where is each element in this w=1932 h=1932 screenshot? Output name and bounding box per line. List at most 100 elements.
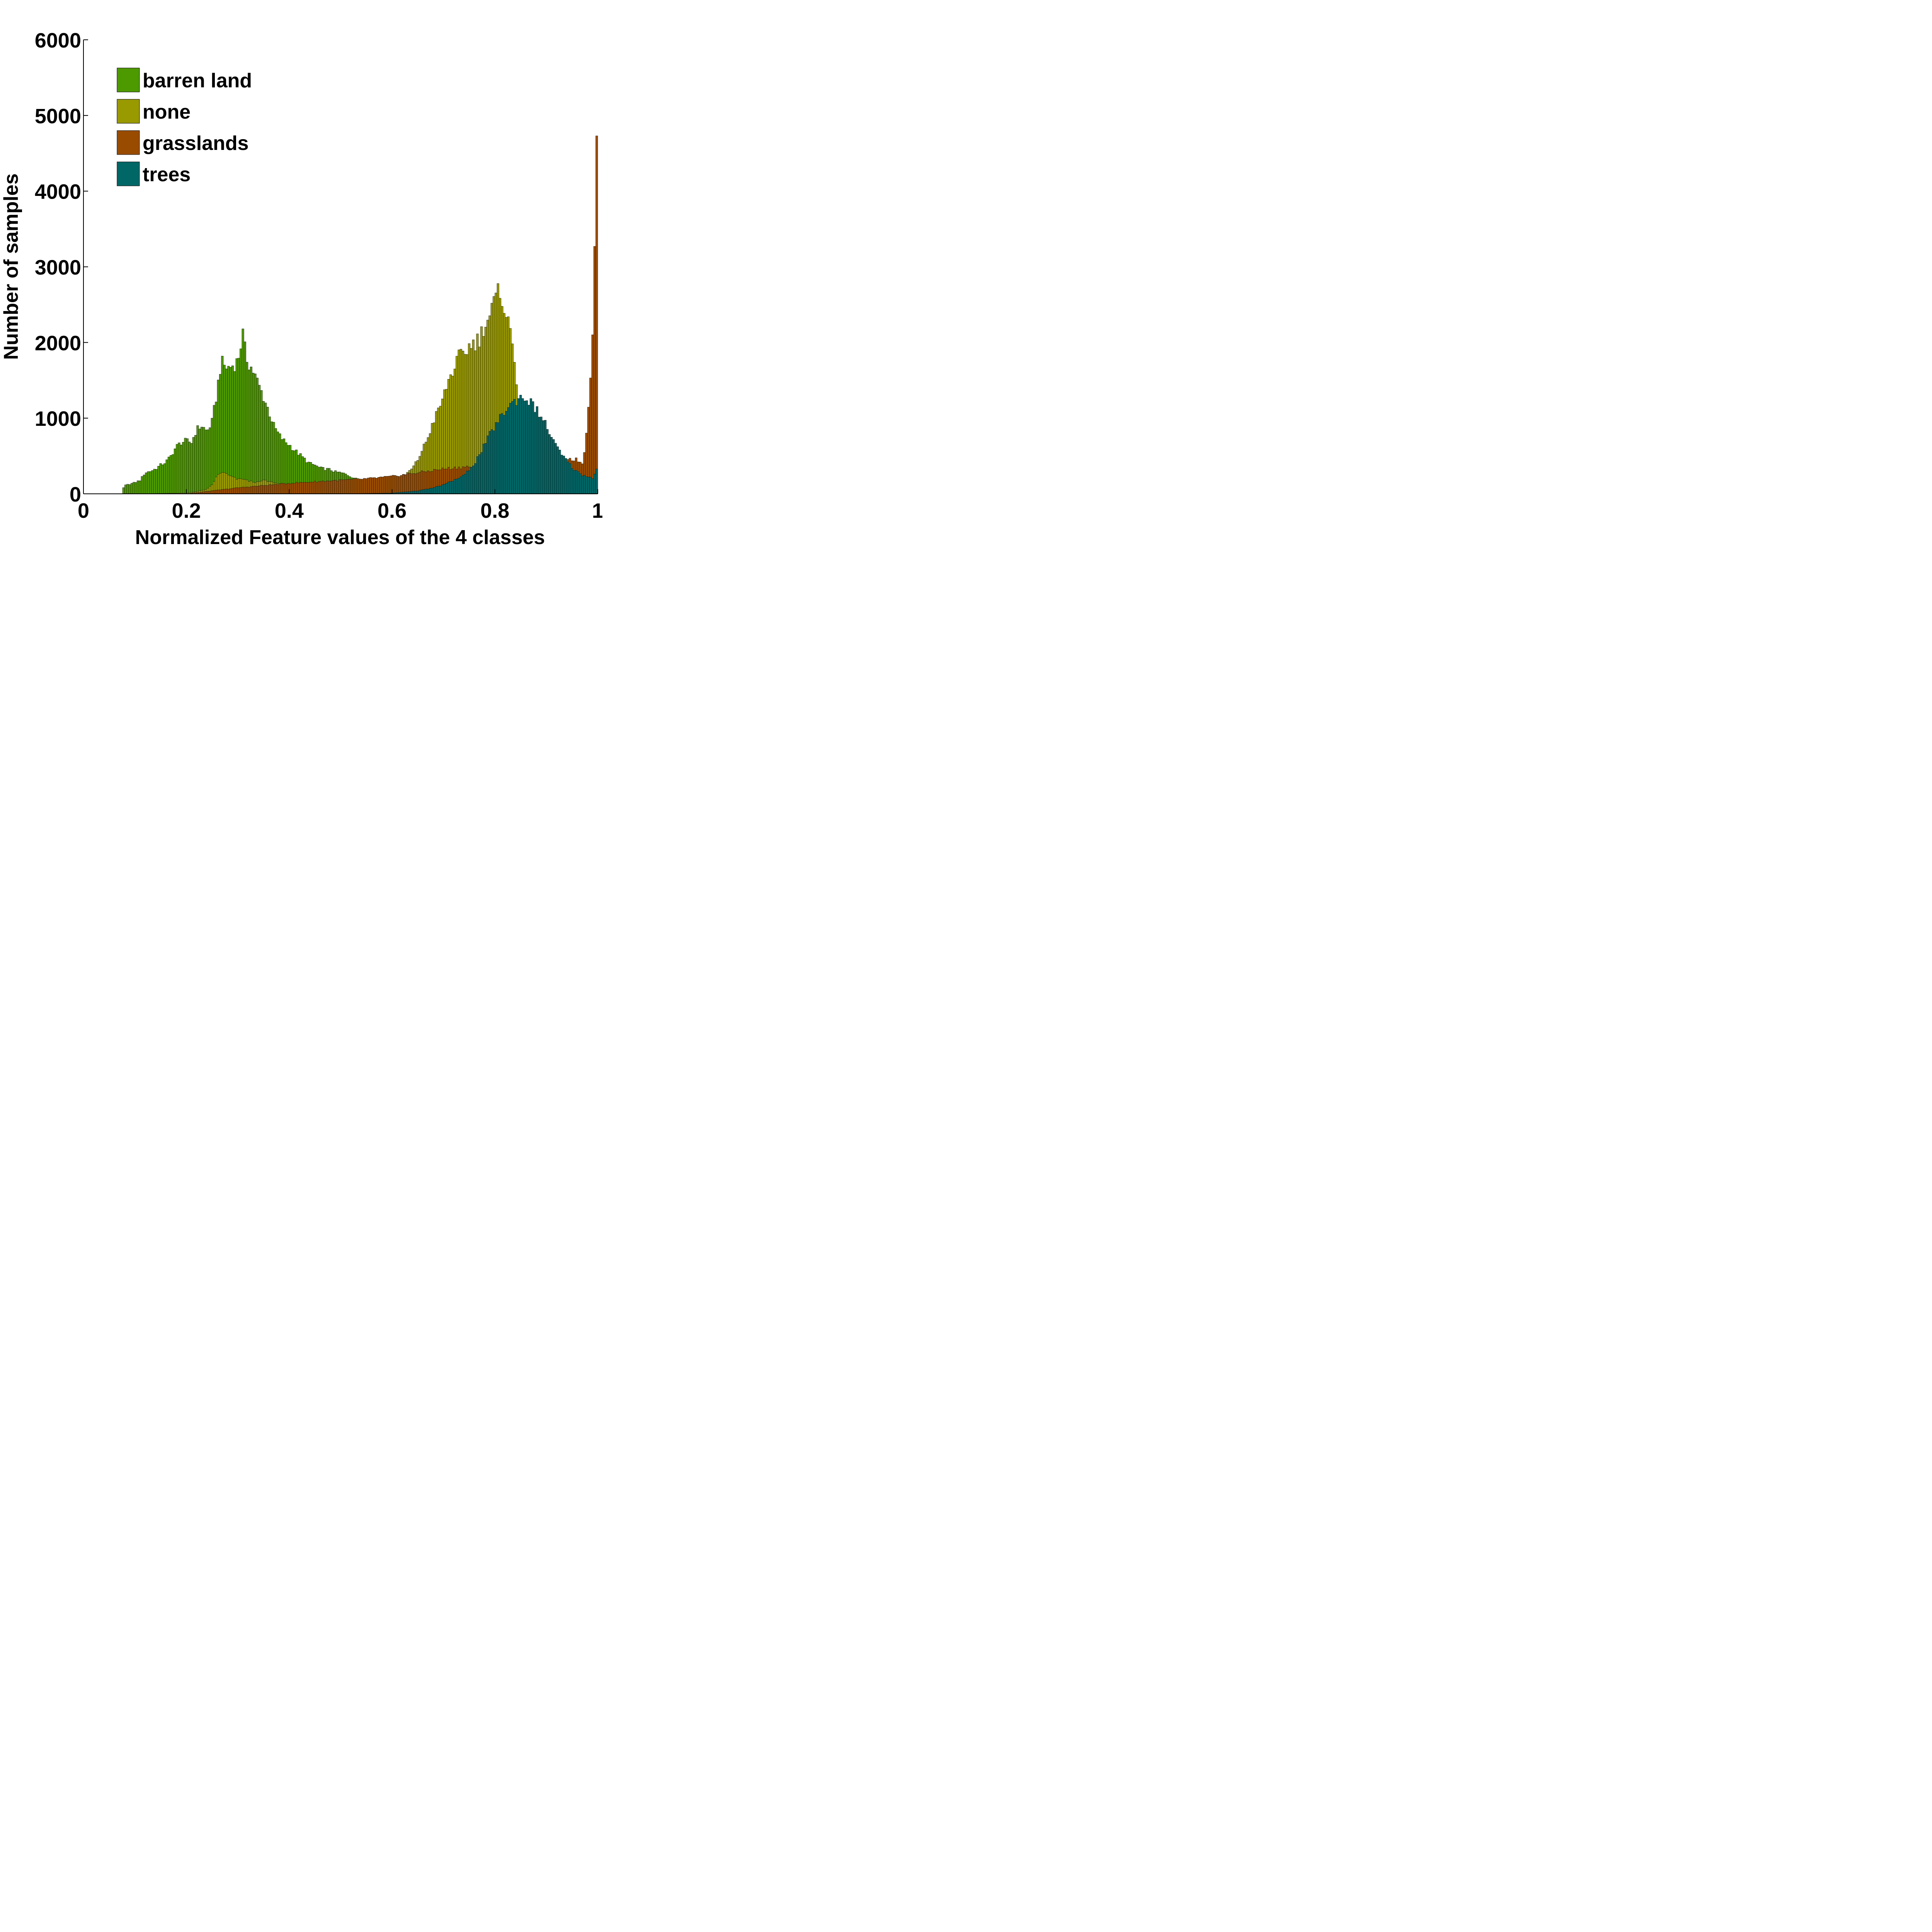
histogram-bar	[480, 452, 483, 494]
histogram-bar	[579, 473, 582, 494]
legend-item: trees	[117, 162, 190, 186]
histogram-bar	[412, 491, 415, 494]
histogram-bar	[270, 485, 273, 494]
histogram-bar	[301, 482, 304, 494]
histogram-bar	[558, 450, 561, 494]
histogram-bar	[207, 429, 209, 494]
histogram-bar	[548, 434, 551, 494]
histogram-bar	[246, 362, 248, 494]
histogram-bar	[451, 481, 454, 494]
histogram-bar	[227, 366, 230, 494]
histogram-bar	[258, 485, 261, 494]
histogram-bar	[349, 479, 351, 494]
histogram-bar	[326, 481, 328, 494]
histogram-bar	[176, 444, 179, 494]
histogram-bar	[330, 481, 333, 494]
histogram-bar	[260, 485, 263, 494]
histogram-bar	[215, 490, 218, 494]
histogram-bar	[527, 405, 530, 494]
legend-swatch	[117, 130, 140, 155]
histogram-bar	[507, 407, 510, 494]
histogram-bar	[556, 446, 559, 494]
x-tick-label: 0.6	[378, 499, 406, 522]
histogram-bar	[264, 485, 267, 494]
histogram-bar	[373, 477, 376, 494]
histogram-bar	[577, 471, 580, 494]
histogram-bar	[505, 411, 508, 494]
histogram-bar	[377, 477, 380, 494]
histogram-bar	[499, 414, 502, 494]
histogram-bar	[476, 456, 479, 494]
histogram-bar	[501, 413, 503, 494]
histogram-bar	[466, 471, 468, 494]
x-tick-label: 0.4	[275, 499, 304, 522]
histogram-bar	[250, 367, 252, 494]
histogram-bar	[256, 378, 259, 494]
x-tick-label: 1	[592, 499, 602, 522]
histogram-bar	[529, 398, 532, 494]
histogram-bar	[237, 358, 240, 494]
histogram-bar	[519, 395, 522, 494]
histogram-bar	[194, 435, 197, 494]
histogram-bar	[173, 448, 176, 494]
histogram-bar	[196, 425, 199, 494]
histogram-bar	[459, 476, 462, 494]
histogram-bar	[279, 483, 281, 494]
histogram-bar	[272, 484, 275, 494]
histogram-bar	[495, 422, 497, 494]
histogram-bar	[417, 491, 419, 494]
histogram-bar	[165, 459, 168, 494]
series-barren-land	[122, 328, 495, 494]
histogram-bar	[336, 481, 339, 494]
histogram-bar	[398, 476, 401, 494]
histogram-bar	[299, 482, 302, 494]
histogram-bar	[347, 479, 349, 494]
histogram-bar	[544, 420, 547, 494]
y-tick-label: 0	[70, 483, 81, 506]
histogram-bar	[484, 443, 487, 494]
histogram-bar	[202, 427, 205, 494]
histogram-bar	[357, 478, 359, 494]
histogram-bar	[546, 429, 549, 494]
histogram-bar	[217, 490, 219, 494]
histogram-bar	[388, 476, 390, 494]
histogram-bar	[550, 437, 553, 494]
histogram-bar	[256, 486, 259, 494]
histogram-bar	[406, 473, 409, 494]
histogram-bar	[170, 455, 172, 494]
y-tick-label: 6000	[35, 29, 81, 52]
histogram-bar	[305, 482, 308, 494]
histogram-bar	[340, 480, 343, 494]
histogram-bar	[248, 487, 250, 494]
histogram-bar	[231, 366, 234, 494]
histogram-bar	[198, 429, 201, 494]
histogram-bar	[266, 406, 269, 494]
histogram-bar	[240, 487, 242, 494]
histogram-bar	[587, 476, 590, 494]
series-trees	[340, 395, 598, 494]
histogram-bar	[242, 328, 244, 494]
histogram-bar	[274, 484, 277, 494]
histogram-bar	[369, 477, 372, 494]
histogram-bar	[563, 456, 565, 494]
histogram-bar	[252, 486, 255, 494]
histogram-bar	[513, 399, 516, 494]
histogram-bar	[182, 442, 185, 494]
histogram-bar	[137, 480, 139, 494]
histogram-bar	[252, 372, 255, 494]
histogram-bar	[293, 483, 296, 494]
histogram-bar	[437, 486, 440, 494]
legend-item: barren land	[117, 68, 252, 92]
histogram-bar	[213, 405, 216, 494]
histogram-bar	[493, 430, 495, 494]
histogram-bar	[322, 481, 325, 494]
legend-label: barren land	[143, 70, 252, 92]
histogram-bar	[439, 486, 442, 494]
histogram-bar	[310, 482, 312, 494]
histogram-bar	[433, 487, 435, 494]
histogram-bar	[281, 483, 283, 494]
histogram-bar	[134, 482, 137, 494]
histogram-bar	[383, 476, 386, 494]
x-tick-label: 0.2	[172, 499, 201, 522]
y-tick-label: 2000	[35, 332, 81, 355]
